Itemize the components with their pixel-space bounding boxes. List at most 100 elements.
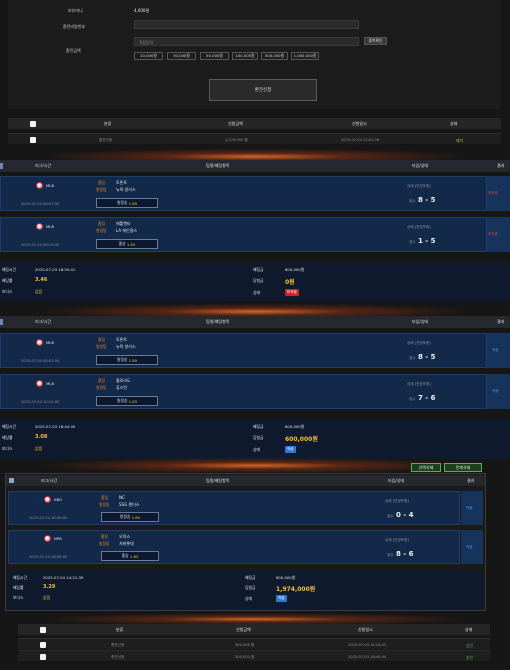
away-team: 뉴욕 양키스 bbox=[116, 187, 136, 192]
away-tag: 원정팀 bbox=[99, 541, 110, 546]
divider-glow bbox=[0, 612, 510, 624]
pick-label: 원정승 bbox=[116, 398, 128, 403]
row-checkbox[interactable] bbox=[40, 641, 46, 648]
divider-glow bbox=[0, 147, 510, 163]
row-checkbox[interactable] bbox=[40, 653, 46, 660]
home-team: 토론토 bbox=[116, 337, 128, 342]
bet-game-row: MLB 2025-07-04 08:07:00 홈팀 토론토 원정팀 뉴욕 양키… bbox=[0, 333, 487, 368]
table-row[interactable]: 충전신청 300,000 원 2025-07-04 14:18:32 승인 bbox=[18, 638, 490, 649]
amount-input-placeholder: 직접입력 bbox=[139, 40, 153, 45]
result-cell: 적중 bbox=[461, 491, 483, 525]
pick-odds: 1.83 bbox=[126, 241, 136, 247]
amount-input[interactable]: 직접입력 bbox=[134, 37, 359, 46]
account-password-input[interactable] bbox=[134, 20, 359, 29]
win-amount: 0원 bbox=[285, 278, 295, 286]
header-team-item: 팀명/배팅항목 bbox=[206, 478, 230, 483]
baseball-icon bbox=[36, 380, 43, 387]
pick-odds: 1.63 bbox=[128, 398, 138, 404]
league-name: MLB bbox=[46, 340, 54, 345]
status-label: 상태 bbox=[253, 290, 260, 295]
select-all-checkbox[interactable] bbox=[30, 120, 36, 127]
withdraw-apply-button[interactable]: 환전신청 bbox=[209, 79, 317, 101]
status-badge: 미적중 bbox=[285, 289, 299, 296]
pick-odds: 1.89 bbox=[128, 200, 138, 206]
table-row[interactable]: 충전신청 300,000 원 2025-07-03 18:40:44 승인 bbox=[18, 650, 490, 661]
win-amount: 1,974,000원 bbox=[276, 585, 316, 593]
select-all-checkbox[interactable] bbox=[9, 477, 14, 483]
score-label: 점수 bbox=[409, 240, 416, 244]
home-team: 오릭스 bbox=[119, 534, 131, 539]
game-time: 2025-07-04 08:07:00 bbox=[21, 359, 60, 363]
header-date: 신청일시 bbox=[358, 627, 373, 632]
pick-odds-button[interactable]: 원정승 1.80 bbox=[101, 512, 159, 522]
away-team: 휴스턴 bbox=[116, 385, 128, 390]
odds-label: 배당률 bbox=[13, 585, 24, 590]
amount-1000000-button[interactable]: 1,000,000원 bbox=[291, 52, 319, 60]
baseball-icon bbox=[36, 339, 43, 346]
game-time: 2025-07-04 18:00:00 bbox=[29, 555, 68, 559]
result-label: 적중 bbox=[466, 506, 473, 510]
bonus-value: 없음 bbox=[35, 289, 43, 294]
bet-game-row: MLB 2025-07-04 08:15:00 홈팀 애틀랜타 원정팀 LA 에… bbox=[0, 217, 487, 252]
pick-label: 원정승 bbox=[116, 357, 128, 362]
select-delete-button[interactable]: 선택삭제 bbox=[411, 463, 441, 472]
bet-time: 2025-07-03 18:44:40 bbox=[35, 424, 76, 429]
score-label: 점수 bbox=[387, 514, 394, 518]
bet-type: 승패 [연장포함] bbox=[407, 184, 431, 188]
header-status: 상태 bbox=[465, 627, 473, 632]
score: 7 - 6 bbox=[418, 394, 436, 402]
account-password-label: 환전비밀번호 bbox=[63, 24, 86, 29]
league-name: MLB bbox=[46, 224, 54, 229]
total-odds: 3.46 bbox=[35, 277, 48, 283]
bet-summary: 배팅시간 2025-07-04 14:21:39 배당률 3.29 보너스 없음… bbox=[8, 570, 483, 610]
select-all-checkbox[interactable] bbox=[40, 626, 46, 633]
amount-500000-button[interactable]: 500,000원 bbox=[261, 52, 288, 60]
bet-type: 승패 [연장포함] bbox=[407, 341, 431, 345]
home-team: NC bbox=[119, 495, 125, 500]
amount-100000-button[interactable]: 100,000원 bbox=[232, 52, 258, 60]
bet-time-label: 배팅시간 bbox=[13, 575, 27, 580]
amount-10000-button[interactable]: 10,000원 bbox=[134, 52, 163, 60]
status-label: 상태 bbox=[253, 447, 260, 452]
row-status: 승인 bbox=[466, 642, 473, 648]
league-name: KBO bbox=[54, 497, 63, 502]
row-checkbox[interactable] bbox=[30, 136, 36, 143]
header-team-item: 팀명/배팅항목 bbox=[206, 163, 230, 168]
bonus-label: 보너스 bbox=[2, 289, 13, 294]
pick-odds-button[interactable]: 원정승 1.89 bbox=[96, 198, 158, 208]
pick-odds-button[interactable]: 홈승 1.83 bbox=[101, 551, 159, 561]
home-tag: 홈팀 bbox=[98, 337, 105, 342]
odds-label: 배당률 bbox=[2, 435, 13, 440]
score: 8 - 6 bbox=[396, 550, 414, 558]
pick-odds-button[interactable]: 원정승 1.63 bbox=[96, 396, 158, 406]
result-label: 미적중 bbox=[488, 191, 498, 195]
delete-all-button[interactable]: 전체삭제 bbox=[444, 463, 482, 472]
bet-game-row: MLB 2025-07-04 08:07:00 홈팀 토론토 원정팀 뉴욕 양키… bbox=[0, 176, 487, 211]
header-type-status: 타입/상태 bbox=[412, 319, 429, 324]
header-league-time: 리그/시간 bbox=[35, 163, 52, 168]
bet-game-row: MLB 2025-07-04 10:10:00 홈팀 콜로라도 원정팀 휴스턴 … bbox=[0, 374, 487, 409]
score-label: 점수 bbox=[387, 553, 394, 557]
league-name: MLB bbox=[46, 381, 54, 386]
table-row[interactable]: 환전신청 1,370,500 원 2025-07-04 22:01:26 대기 bbox=[8, 133, 501, 144]
baseball-icon bbox=[44, 535, 51, 542]
pick-odds-button[interactable]: 원정승 1.89 bbox=[96, 355, 158, 365]
amount-30000-button[interactable]: 30,000원 bbox=[167, 52, 196, 60]
bet-type: 승패 [연장포함] bbox=[407, 225, 431, 229]
away-tag: 원정팀 bbox=[96, 344, 107, 349]
pick-odds-button[interactable]: 홈승 1.83 bbox=[96, 239, 158, 249]
score-label: 점수 bbox=[409, 199, 416, 203]
header-type: 분류 bbox=[104, 121, 112, 126]
pick-odds: 1.89 bbox=[128, 357, 138, 363]
duplicate-check-button[interactable]: 중복확인 bbox=[364, 37, 387, 45]
pick-odds: 1.80 bbox=[131, 514, 141, 520]
row-type: 충전신청 bbox=[111, 654, 125, 659]
header-marker bbox=[0, 319, 3, 325]
header-type-status: 타입/상태 bbox=[412, 163, 429, 168]
amount-50000-button[interactable]: 50,000원 bbox=[200, 52, 229, 60]
game-time: 2025-07-04 10:10:00 bbox=[21, 400, 60, 404]
pick-odds: 1.83 bbox=[129, 553, 139, 559]
league-name: MLB bbox=[46, 183, 54, 188]
away-team: 치바롯데 bbox=[119, 541, 134, 546]
home-team: 토론토 bbox=[116, 180, 128, 185]
